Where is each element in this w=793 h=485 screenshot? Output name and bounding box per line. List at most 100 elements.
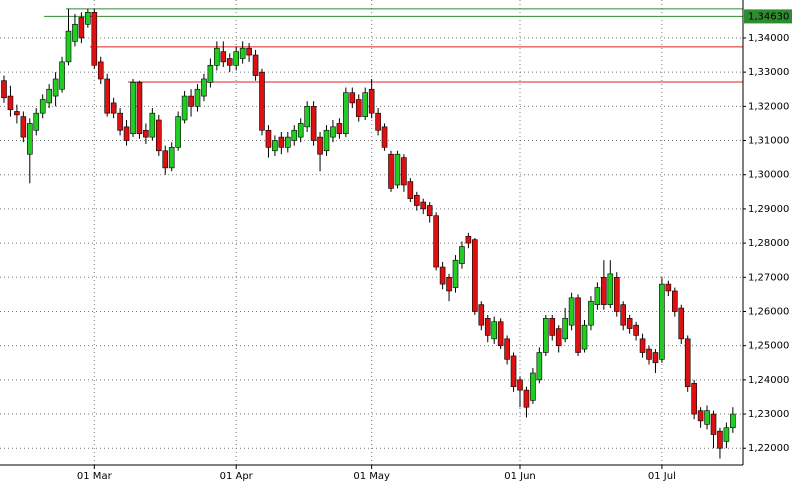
candle-body [549, 318, 556, 336]
candle-body [130, 82, 136, 134]
candle-body [91, 12, 98, 66]
candle-body [246, 47, 252, 56]
candle-body [188, 95, 194, 107]
candle-body [484, 318, 491, 336]
y-tick-label: 1,24000 [748, 375, 789, 386]
candle-body [201, 78, 207, 97]
candle-body [594, 287, 601, 305]
candle-body [465, 235, 472, 244]
candle-body [646, 348, 652, 360]
candle-body [478, 304, 485, 326]
candle-body [252, 54, 259, 76]
candle-body [85, 12, 91, 25]
candle-body [684, 338, 691, 388]
x-tick-label: 01 May [353, 471, 390, 482]
candle-body [626, 318, 633, 329]
candle-body [388, 153, 394, 189]
candle-body [33, 112, 40, 131]
y-tick-label: 1,32000 [748, 101, 789, 112]
x-tick-label: 01 Jun [504, 471, 536, 482]
candle-body [181, 95, 188, 121]
candle-body [491, 321, 498, 340]
candle-body [568, 297, 575, 326]
candle-body [362, 92, 369, 117]
candle-body [517, 379, 523, 391]
candle-body [7, 95, 14, 111]
candle-body [317, 136, 323, 155]
candle-body [168, 147, 175, 169]
y-tick-label: 1,23000 [748, 409, 789, 420]
y-tick-label: 1,30000 [748, 170, 789, 181]
candle-body [368, 88, 375, 114]
candle-body [343, 92, 349, 134]
candle-body [433, 215, 439, 268]
candle-body [588, 300, 594, 326]
candle-body [691, 382, 697, 415]
candle-body [704, 410, 710, 425]
candle-body [194, 88, 201, 107]
candle-body [220, 51, 227, 63]
candle-body [226, 58, 233, 66]
candle-body [723, 427, 730, 442]
candle-body [1, 80, 7, 99]
candle-body [123, 126, 130, 141]
candle-body [717, 430, 723, 449]
candle-body [239, 47, 246, 59]
candle-body [575, 297, 581, 353]
candle-body [446, 276, 452, 292]
candle-body [304, 106, 310, 128]
candle-body [265, 129, 272, 148]
x-tick-label: 01 Mar [77, 471, 113, 482]
candle-body [110, 102, 117, 114]
candle-body [413, 194, 420, 206]
candle-body [652, 352, 659, 364]
candle-body [349, 92, 356, 104]
candle-body [381, 126, 388, 148]
candle-body [97, 61, 104, 80]
y-tick-label: 1,34000 [748, 33, 789, 44]
candle-body [665, 283, 672, 292]
candle-body [639, 338, 646, 353]
price-label: 1,34630 [748, 11, 789, 22]
price-label-box [744, 9, 792, 24]
candle-body [39, 99, 46, 114]
candle-body [143, 129, 149, 138]
candle-body [65, 30, 72, 63]
candle-body [20, 116, 27, 138]
candle-body [530, 372, 536, 401]
candle-body [72, 23, 78, 42]
candle-body [730, 413, 736, 429]
candle-body [426, 205, 433, 217]
y-tick-label: 1,25000 [748, 341, 789, 352]
y-tick-label: 1,26000 [748, 306, 789, 317]
candle-body [297, 123, 304, 138]
candle-body [355, 99, 362, 117]
candle-body [310, 106, 317, 141]
candle-body [149, 112, 156, 138]
candle-body [536, 352, 543, 381]
candle-body [136, 82, 143, 134]
y-tick-label: 1,28000 [748, 238, 789, 249]
candle-body [523, 389, 530, 408]
candle-body [607, 273, 614, 305]
candle-body [272, 140, 278, 152]
candle-body [420, 201, 427, 210]
y-tick-label: 1,22000 [748, 443, 789, 454]
candle-body [207, 65, 214, 83]
candle-body [459, 246, 465, 264]
candle-body [259, 71, 265, 131]
candle-body [678, 307, 685, 340]
candle-body [175, 116, 181, 148]
candle-body [14, 111, 20, 116]
candle-body [162, 150, 169, 169]
candle-body [472, 239, 478, 312]
candle-body [330, 126, 336, 138]
candle-body [336, 123, 343, 134]
candle-body [555, 328, 562, 346]
y-tick-label: 1,31000 [748, 136, 789, 147]
candle-body [78, 17, 85, 39]
candle-body [278, 136, 285, 148]
candle-body [291, 129, 298, 141]
candle-body [697, 410, 704, 422]
